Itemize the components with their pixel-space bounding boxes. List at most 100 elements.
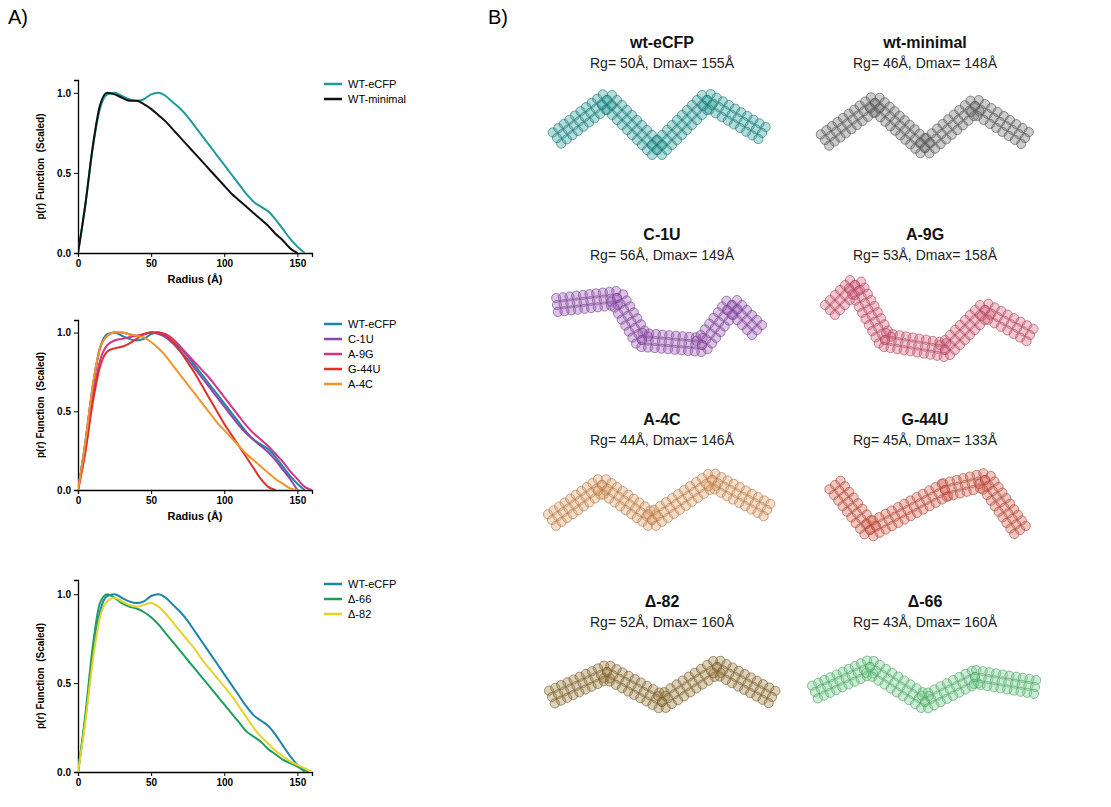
- legend-label: G-44U: [348, 363, 380, 375]
- model-title: wt-minimal: [882, 34, 967, 51]
- series-line: [78, 594, 312, 772]
- y-tick-label: 1.0: [57, 88, 71, 99]
- legend-swatch: [324, 353, 342, 356]
- figure: A) B) 0 50 100 150 0.0 0.5 1.0 Radius (Å) p(r) Fun…: [0, 0, 1111, 807]
- x-tick-mark: [297, 490, 298, 494]
- y-axis: 0.0 0.5 1.0: [57, 581, 78, 778]
- y-tick-mark: [74, 253, 78, 254]
- y-tick-label: 1.0: [57, 327, 71, 338]
- model-caption: Rg= 46Å, Dmax= 148Å: [853, 55, 998, 71]
- y-tick: 0.0: [57, 767, 78, 778]
- y-tick-label: 0.5: [57, 406, 71, 417]
- legend-label: C-1U: [348, 333, 374, 345]
- y-tick: 0.0: [57, 248, 78, 259]
- y-tick: 0.0: [57, 485, 78, 496]
- x-tick: 150: [290, 772, 307, 788]
- y-axis-line: [74, 581, 79, 773]
- bead-model: wt-eCFPRg= 50Å, Dmax= 155Å: [548, 34, 770, 160]
- x-tick: 50: [146, 490, 158, 506]
- model-title: A-9G: [906, 226, 944, 243]
- x-tick-label: 150: [290, 495, 307, 506]
- series-line: [78, 93, 305, 253]
- y-tick-mark: [74, 490, 78, 491]
- model-caption: Rg= 53Å, Dmax= 158Å: [853, 247, 998, 263]
- legend-swatch: [324, 583, 342, 586]
- chart-panel: 0501001500.00.51.0p(r) Function (Scaled)…: [35, 578, 396, 788]
- x-tick: 50: [146, 253, 158, 269]
- x-tick-mark: [224, 772, 225, 776]
- plot-lines: [78, 333, 312, 490]
- series-line: [78, 333, 297, 490]
- legend-label: Δ-82: [348, 608, 371, 620]
- y-axis-title: p(r) Function (Scaled): [35, 113, 46, 219]
- x-tick-label: 0: [76, 777, 82, 788]
- legend-label: WT-eCFP: [348, 318, 396, 330]
- y-tick-mark: [74, 772, 78, 773]
- x-axis-title: Radius (Å): [168, 510, 223, 522]
- bead: [1029, 689, 1038, 698]
- x-tick-label: 50: [146, 495, 158, 506]
- bead-model: C-1URg= 56Å, Dmax= 149Å: [552, 226, 767, 357]
- x-tick-mark: [151, 490, 152, 494]
- x-tick-label: 0: [76, 258, 82, 269]
- y-tick: 0.5: [57, 406, 78, 417]
- x-tick-label: 100: [216, 258, 233, 269]
- x-tick: 100: [216, 253, 233, 269]
- series-line: [78, 598, 312, 772]
- model-title: Δ-66: [908, 593, 943, 610]
- bead: [1022, 337, 1031, 346]
- y-tick-mark: [74, 333, 78, 334]
- panel-letter: B): [488, 6, 508, 28]
- x-tick-label: 0: [76, 495, 82, 506]
- x-axis: 0 50 100 150: [76, 253, 313, 269]
- x-tick-mark: [151, 772, 152, 776]
- x-tick: 150: [290, 490, 307, 506]
- x-axis-line: [79, 773, 313, 777]
- x-tick-mark: [224, 253, 225, 257]
- bead: [747, 330, 756, 339]
- x-axis: 0 50 100 150: [76, 490, 313, 506]
- x-axis-line: [79, 254, 313, 258]
- series-line: [78, 333, 312, 490]
- x-tick-mark: [224, 490, 225, 494]
- legend-label: A-4C: [348, 378, 373, 390]
- chart-panel: 0 50 100 150 0.0 0.5 1.0 Radius (Å) p(r) Functio…: [35, 318, 396, 522]
- legend-label: A-9G: [348, 348, 374, 360]
- y-tick: 0.5: [57, 168, 78, 179]
- legend-swatch: [324, 323, 342, 326]
- x-axis-title: Radius (Å): [168, 273, 223, 285]
- model-title: G-44U: [901, 411, 948, 428]
- bead-model: A-4CRg= 44Å, Dmax= 146Å: [543, 411, 775, 530]
- x-tick-mark: [297, 253, 298, 257]
- bead-model: G-44URg= 45Å, Dmax= 133Å: [825, 411, 1030, 541]
- bead: [754, 134, 763, 143]
- plot-lines: [78, 93, 305, 253]
- y-tick-mark: [74, 93, 78, 94]
- legend-swatch: [324, 338, 342, 341]
- y-tick-label: 0.5: [57, 678, 71, 689]
- x-tick: 150: [290, 253, 307, 269]
- y-tick-mark: [74, 411, 78, 412]
- bead-model: wt-minimal Rg= 46Å, Dmax= 148Å: [816, 34, 1033, 158]
- legend-label: WT-eCFP: [348, 78, 396, 90]
- legend-swatch: [324, 83, 342, 86]
- model-caption: Rg= 43Å, Dmax= 160Å: [853, 614, 998, 630]
- legend-swatch: [324, 613, 342, 616]
- x-tick-mark: [151, 253, 152, 257]
- y-tick-mark: [74, 594, 78, 595]
- panel-letter: A): [8, 6, 28, 28]
- y-tick-label: 1.0: [57, 589, 71, 600]
- bead: [1010, 529, 1019, 538]
- y-tick: 1.0: [57, 327, 78, 338]
- y-axis-title: p(r) Function (Scaled): [35, 352, 46, 458]
- x-tick-label: 100: [216, 495, 233, 506]
- y-tick-label: 0.0: [57, 767, 71, 778]
- model-title: wt-eCFP: [629, 34, 694, 51]
- bead-model: A-9G Rg= 53Å, Dmax= 158Å: [820, 226, 1038, 362]
- x-tick-label: 150: [290, 258, 307, 269]
- series-line: [78, 333, 297, 490]
- x-axis: 050100150: [76, 772, 313, 788]
- x-tick-label: 50: [146, 258, 158, 269]
- y-axis: 0.0 0.5 1.0: [57, 81, 78, 259]
- y-tick: 1.0: [57, 88, 78, 99]
